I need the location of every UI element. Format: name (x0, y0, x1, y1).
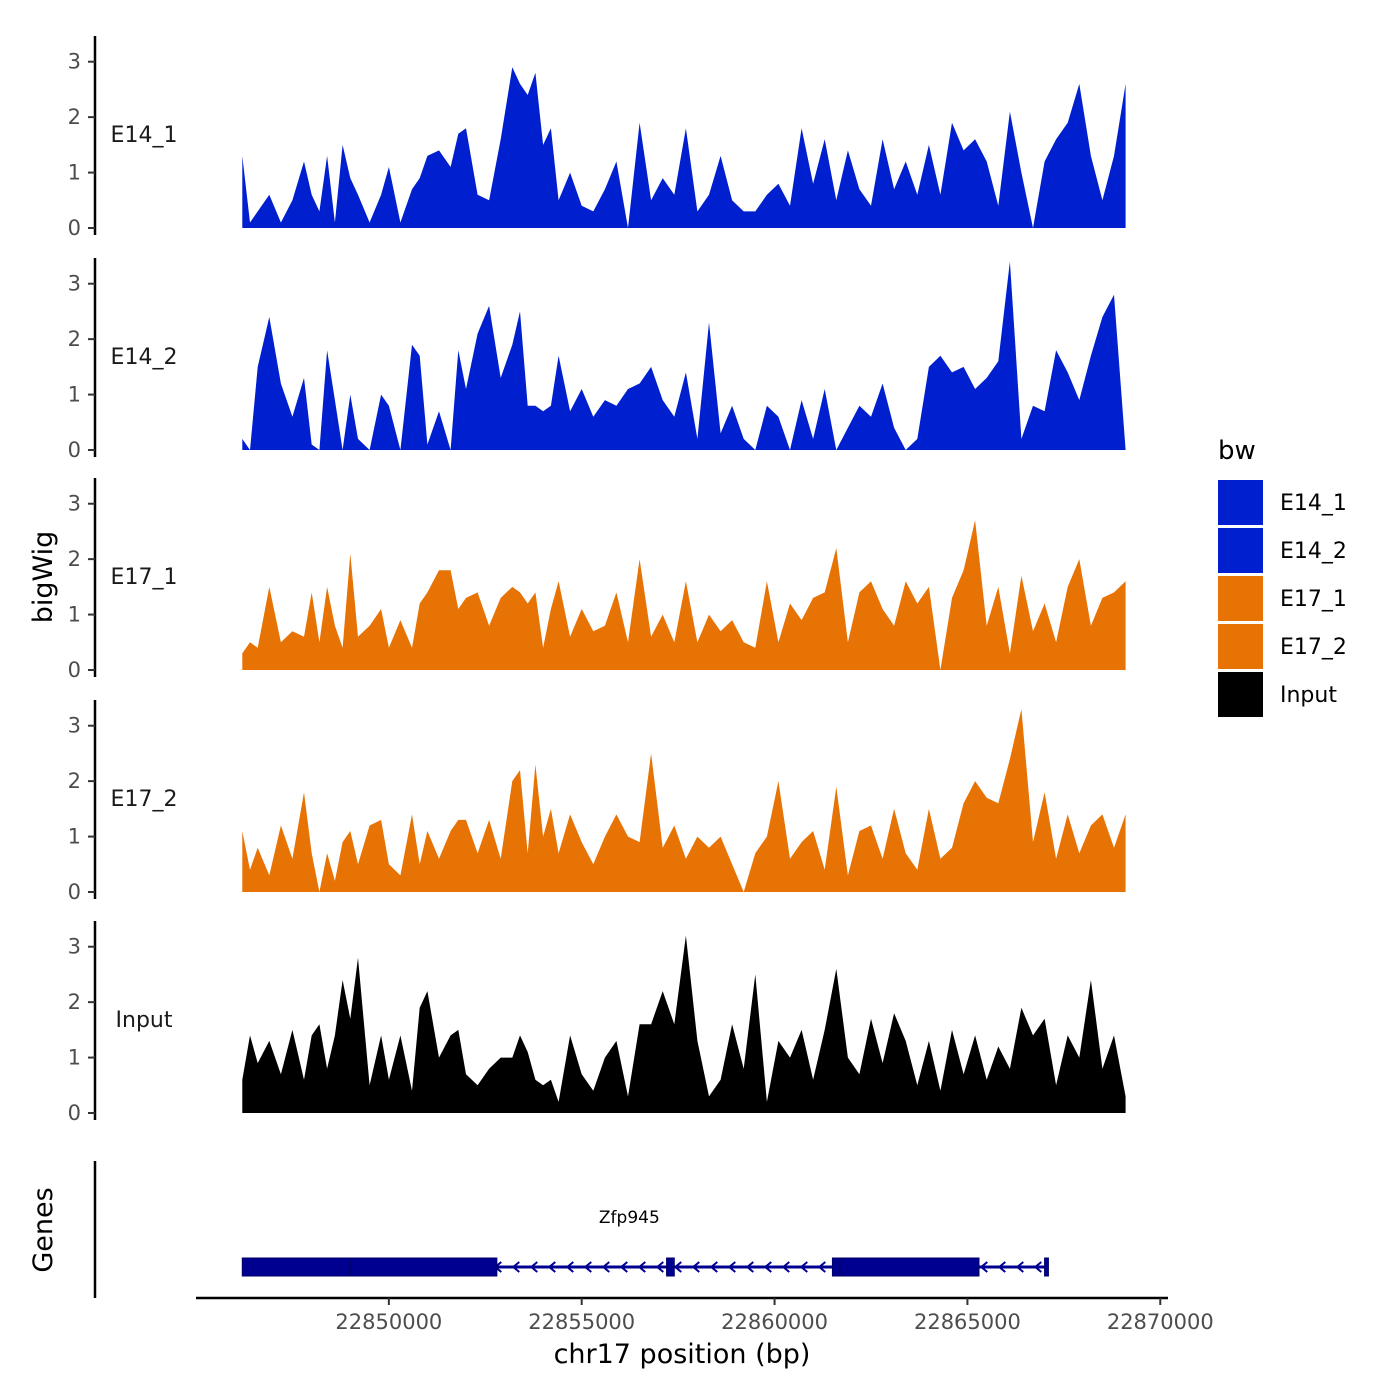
legend-swatch (1218, 576, 1263, 621)
y-tick-label: 1 (68, 161, 81, 185)
track-label: E17_2 (111, 787, 178, 812)
legend-swatch (1218, 624, 1263, 669)
y-tick-label: 0 (68, 438, 81, 462)
signal-area (242, 935, 1126, 1113)
strand-arrow (727, 1261, 736, 1273)
y-tick-label: 2 (68, 547, 81, 571)
y-tick-label: 3 (68, 50, 81, 74)
genes-axis-title: Genes (28, 1187, 59, 1272)
y-tick-label: 2 (68, 327, 81, 351)
legend-entry-label: Input (1280, 683, 1337, 708)
strand-arrow (583, 1261, 592, 1273)
legend-swatch (1218, 480, 1263, 525)
gene-exon (666, 1257, 675, 1277)
y-tick-label: 2 (68, 990, 81, 1014)
strand-arrow (529, 1261, 538, 1273)
signal-area (242, 67, 1126, 228)
strand-arrow (511, 1261, 520, 1273)
y-tick-label: 0 (68, 658, 81, 682)
strand-arrow (619, 1261, 628, 1273)
y-tick-label: 3 (68, 935, 81, 959)
signal-area (242, 520, 1126, 670)
y-tick-label: 2 (68, 105, 81, 129)
strand-arrow (601, 1261, 610, 1273)
x-tick-label: 22855000 (528, 1310, 635, 1334)
strand-arrow (655, 1261, 664, 1273)
gene-exon (241, 1257, 351, 1277)
track-label: E14_1 (111, 123, 178, 148)
legend-entry-label: E17_1 (1280, 587, 1347, 612)
track-label: Input (116, 1008, 173, 1033)
y-tick-label: 3 (68, 714, 81, 738)
y-tick-label: 0 (68, 1101, 81, 1125)
strand-arrow (979, 1261, 988, 1273)
strand-arrow (547, 1261, 556, 1273)
x-axis: 22850000 22855000 22860000 22865000 22870000 (196, 1296, 1214, 1334)
strand-arrow (817, 1261, 826, 1273)
track-e14-1: 0 1 2 3 E14_1 (68, 36, 1126, 240)
strand-arrow (1015, 1261, 1024, 1273)
legend: bw E14_1 E14_2 E17_1 E17_2 Input (1218, 436, 1347, 717)
track-e17-1: 0 1 2 3 E17_1 (68, 478, 1126, 682)
gene-exon (1044, 1257, 1049, 1277)
y-tick-label: 1 (68, 383, 81, 407)
strand-arrow (637, 1261, 646, 1273)
strand-arrow (997, 1261, 1006, 1273)
gene-exon (349, 1257, 498, 1277)
legend-swatch (1218, 528, 1263, 573)
track-e14-2: 0 1 2 3 E14_2 (68, 258, 1126, 462)
signal-area (242, 709, 1126, 892)
legend-swatch (1218, 672, 1263, 717)
y-tick-label: 3 (68, 492, 81, 516)
track-label: E17_1 (111, 565, 178, 590)
x-axis-title: chr17 position (bp) (554, 1339, 811, 1370)
track-e17-2: 0 1 2 3 E17_2 (68, 700, 1126, 904)
legend-entry-label: E17_2 (1280, 635, 1347, 660)
y-tick-label: 1 (68, 825, 81, 849)
y-tick-label: 2 (68, 769, 81, 793)
strand-arrow (673, 1261, 682, 1273)
y-tick-label: 0 (68, 216, 81, 240)
x-tick-label: 22850000 (335, 1310, 442, 1334)
gene-exon (839, 1257, 980, 1277)
x-tick-label: 22865000 (914, 1310, 1021, 1334)
signal-area (242, 261, 1126, 450)
track-label: E14_2 (111, 345, 178, 370)
y-tick-label: 3 (68, 272, 81, 296)
strand-arrow (565, 1261, 574, 1273)
strand-arrow (691, 1261, 700, 1273)
strand-arrow (709, 1261, 718, 1273)
gene-exon (831, 1257, 841, 1277)
track-input: 0 1 2 3 Input (68, 921, 1126, 1125)
signal-tracks: 0 1 2 3 E14_1 0 1 2 3 E14_2 0 1 2 3 E17_1 0 1 2 3 E17_2 0 1 2 3… (68, 36, 1126, 1125)
y-tick-label: 0 (68, 880, 81, 904)
strand-arrow (763, 1261, 772, 1273)
y-axis-title: bigWig (28, 531, 59, 624)
gene-model: Zfp945 (241, 1208, 1049, 1277)
legend-entry-label: E14_2 (1280, 539, 1347, 564)
y-tick-label: 1 (68, 1046, 81, 1070)
gene-name: Zfp945 (599, 1208, 660, 1228)
strand-arrow (745, 1261, 754, 1273)
strand-arrow (799, 1261, 808, 1273)
legend-title: bw (1218, 436, 1256, 466)
y-tick-label: 1 (68, 603, 81, 627)
genes-panel: Zfp945 (93, 1161, 1049, 1298)
legend-entry-label: E14_1 (1280, 491, 1347, 516)
x-tick-label: 22860000 (721, 1310, 828, 1334)
strand-arrow (1033, 1261, 1042, 1273)
strand-arrow (781, 1261, 790, 1273)
x-tick-label: 22870000 (1107, 1310, 1214, 1334)
